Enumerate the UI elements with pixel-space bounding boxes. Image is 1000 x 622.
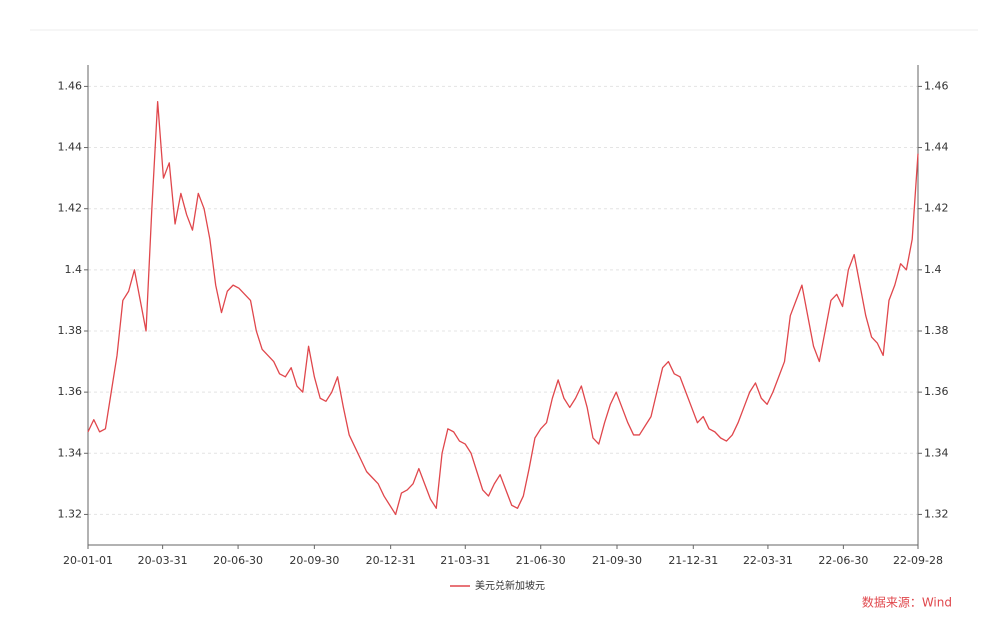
y-tick-label: 1.36: [58, 385, 83, 398]
y-tick-label: 1.38: [58, 324, 83, 337]
y2-tick-label: 1.4: [924, 263, 942, 276]
data-line: [87, 101, 919, 516]
y2-tick-label: 1.46: [924, 79, 949, 92]
legend-label: 美元兑新加坡元: [475, 579, 545, 592]
y2-tick-label: 1.34: [924, 446, 949, 459]
x-tick-label: 20-06-30: [213, 554, 263, 567]
y-tick-label: 1.44: [58, 141, 83, 154]
y2-tick-label: 1.32: [924, 507, 949, 520]
y-tick-label: 1.46: [58, 79, 83, 92]
source-note: 数据来源：Wind: [862, 595, 952, 610]
x-tick-label: 21-03-31: [440, 554, 490, 567]
x-tick-label: 20-03-31: [138, 554, 188, 567]
y-tick-label: 1.32: [58, 507, 83, 520]
y-tick-label: 1.42: [58, 202, 83, 215]
y-tick-label: 1.4: [65, 263, 83, 276]
y2-tick-label: 1.38: [924, 324, 949, 337]
x-tick-label: 21-12-31: [668, 554, 718, 567]
x-tick-label: 22-03-31: [743, 554, 793, 567]
x-tick-label: 21-09-30: [592, 554, 642, 567]
y-tick-label: 1.34: [58, 446, 83, 459]
y2-tick-label: 1.36: [924, 385, 949, 398]
y2-tick-label: 1.44: [924, 141, 949, 154]
x-tick-label: 22-06-30: [818, 554, 868, 567]
x-tick-label: 20-12-31: [366, 554, 416, 567]
x-tick-label: 21-06-30: [516, 554, 566, 567]
x-tick-label: 20-01-01: [63, 554, 113, 567]
x-tick-label: 22-09-28: [893, 554, 943, 567]
x-tick-label: 20-09-30: [289, 554, 339, 567]
y2-tick-label: 1.42: [924, 202, 949, 215]
